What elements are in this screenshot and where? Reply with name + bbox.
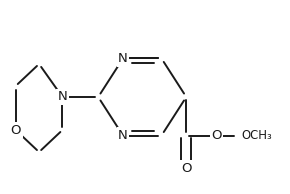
Text: O: O (211, 129, 222, 142)
Text: N: N (58, 90, 67, 104)
Text: O: O (181, 162, 191, 175)
Text: OCH₃: OCH₃ (241, 129, 272, 142)
Text: N: N (118, 129, 128, 142)
Text: O: O (10, 124, 21, 137)
Text: N: N (118, 52, 128, 65)
